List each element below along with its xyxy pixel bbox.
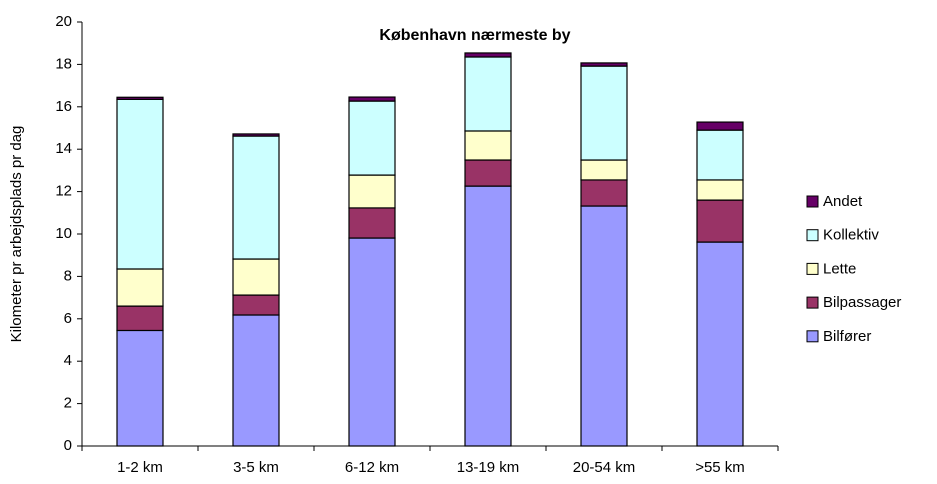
bar-segment (580, 62, 628, 67)
y-tick-label: 12 (55, 183, 72, 200)
y-tick-label: 14 (55, 140, 72, 157)
bar-segment (696, 241, 744, 447)
y-tick-label: 18 (55, 55, 72, 72)
legend-label: Bilpassager (823, 294, 901, 311)
bar-segment (348, 96, 396, 102)
legend-swatch (806, 195, 819, 208)
x-tick-label: 13-19 km (457, 459, 520, 476)
y-tick-label: 0 (64, 437, 72, 454)
bar-segment (232, 135, 280, 260)
bar-segment (696, 121, 744, 131)
legend-swatch (806, 296, 819, 309)
bar-segment (348, 174, 396, 209)
chart-title: København nærmeste by (379, 27, 570, 44)
bar-segment (696, 179, 744, 201)
bar-segment (232, 314, 280, 447)
bar-segment (464, 52, 512, 58)
bar-segment (232, 294, 280, 316)
legend-label: Andet (823, 193, 863, 210)
legend-swatch (806, 330, 819, 343)
bar-segment (232, 133, 280, 137)
bar-segment (580, 205, 628, 447)
bar-segment (696, 199, 744, 243)
bar-segment (580, 65, 628, 161)
bar-segment (348, 100, 396, 176)
y-tick-label: 6 (64, 310, 72, 327)
y-tick-label: 2 (64, 395, 72, 412)
bar-segment (232, 258, 280, 296)
x-tick-label: 20-54 km (573, 459, 636, 476)
y-tick-label: 4 (64, 352, 72, 369)
y-tick-label: 10 (55, 225, 72, 242)
y-axis-label: Kilometer pr arbejdsplads pr dag (8, 126, 25, 343)
bar-segment (116, 305, 164, 332)
legend-swatch (806, 262, 819, 275)
bar-segment (116, 329, 164, 447)
x-tick-label: >55 km (695, 459, 745, 476)
legend-label: Bilfører (823, 328, 871, 345)
bar-segment (348, 237, 396, 447)
y-tick-label: 20 (55, 13, 72, 30)
x-tick-label: 3-5 km (233, 459, 279, 476)
bar-segment (348, 207, 396, 239)
x-tick-label: 6-12 km (345, 459, 399, 476)
bar-segment (116, 98, 164, 270)
bar-segment (464, 185, 512, 447)
legend-label: Lette (823, 260, 856, 277)
bar-segment (580, 179, 628, 207)
legend-label: Kollektiv (823, 227, 879, 244)
x-tick-label: 1-2 km (117, 459, 163, 476)
bar-segment (696, 129, 744, 181)
bar-segment (116, 268, 164, 307)
bar-segment (116, 96, 164, 100)
bar-segment (464, 130, 512, 161)
bar-segment (464, 159, 512, 187)
y-tick-label: 16 (55, 98, 72, 115)
legend-swatch (806, 229, 819, 242)
bar-segment (464, 56, 512, 132)
y-tick-label: 8 (64, 267, 72, 284)
bar-segment (580, 159, 628, 181)
